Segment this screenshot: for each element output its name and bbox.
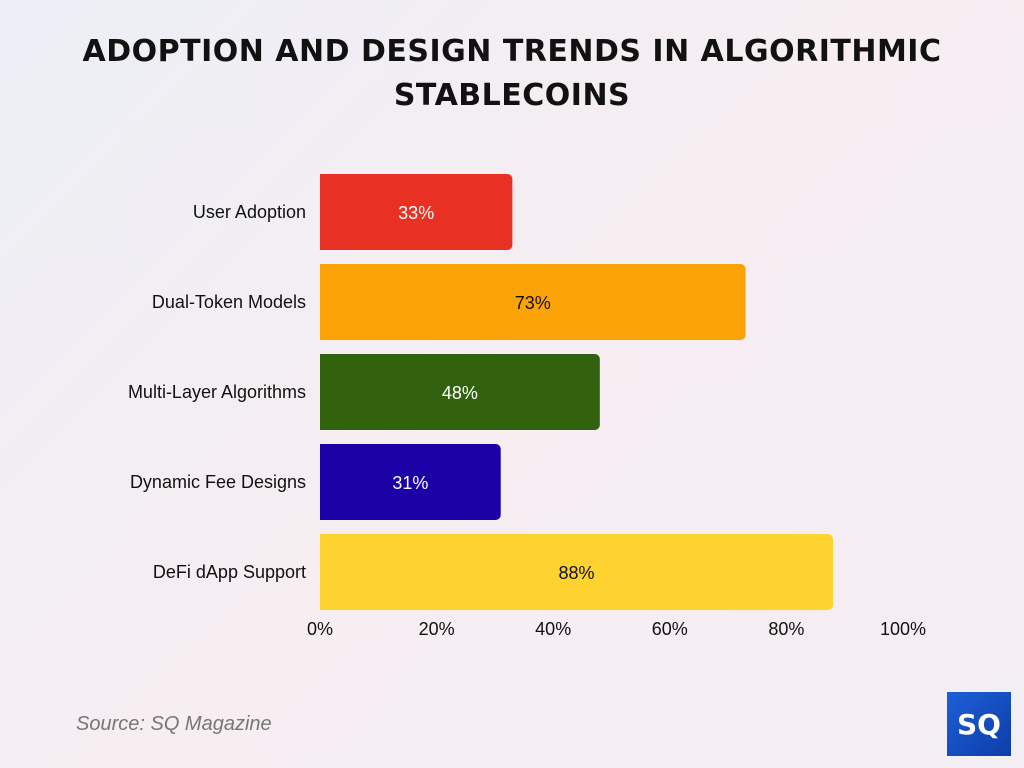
data-label: 48%	[442, 383, 478, 403]
x-tick-label: 0%	[307, 619, 333, 639]
category-label: Dynamic Fee Designs	[130, 472, 306, 492]
bar	[319, 354, 600, 430]
logo-text: SQ	[957, 707, 1001, 741]
bar	[320, 534, 834, 610]
category-label: User Adoption	[193, 202, 306, 222]
bar	[320, 174, 513, 250]
data-label: 73%	[515, 293, 551, 313]
x-tick-label: 100%	[880, 619, 926, 639]
data-label: 33%	[398, 203, 434, 223]
category-label: Multi-Layer Algorithms	[128, 382, 306, 402]
x-tick-label: 20%	[419, 619, 455, 639]
data-label: 31%	[392, 473, 428, 493]
x-tick-label: 60%	[652, 619, 688, 639]
x-tick-label: 40%	[535, 619, 571, 639]
chart-title: ADOPTION AND DESIGN TRENDS IN ALGORITHMI…	[82, 34, 942, 113]
bar	[319, 264, 746, 340]
source-note: Source: SQ Magazine	[76, 713, 272, 735]
category-label: Dual-Token Models	[152, 292, 306, 312]
x-tick-label: 80%	[768, 619, 804, 639]
bar	[320, 444, 501, 520]
sq-logo: SQ	[947, 692, 1011, 756]
category-label: DeFi dApp Support	[153, 562, 306, 582]
data-label: 88%	[559, 563, 595, 583]
